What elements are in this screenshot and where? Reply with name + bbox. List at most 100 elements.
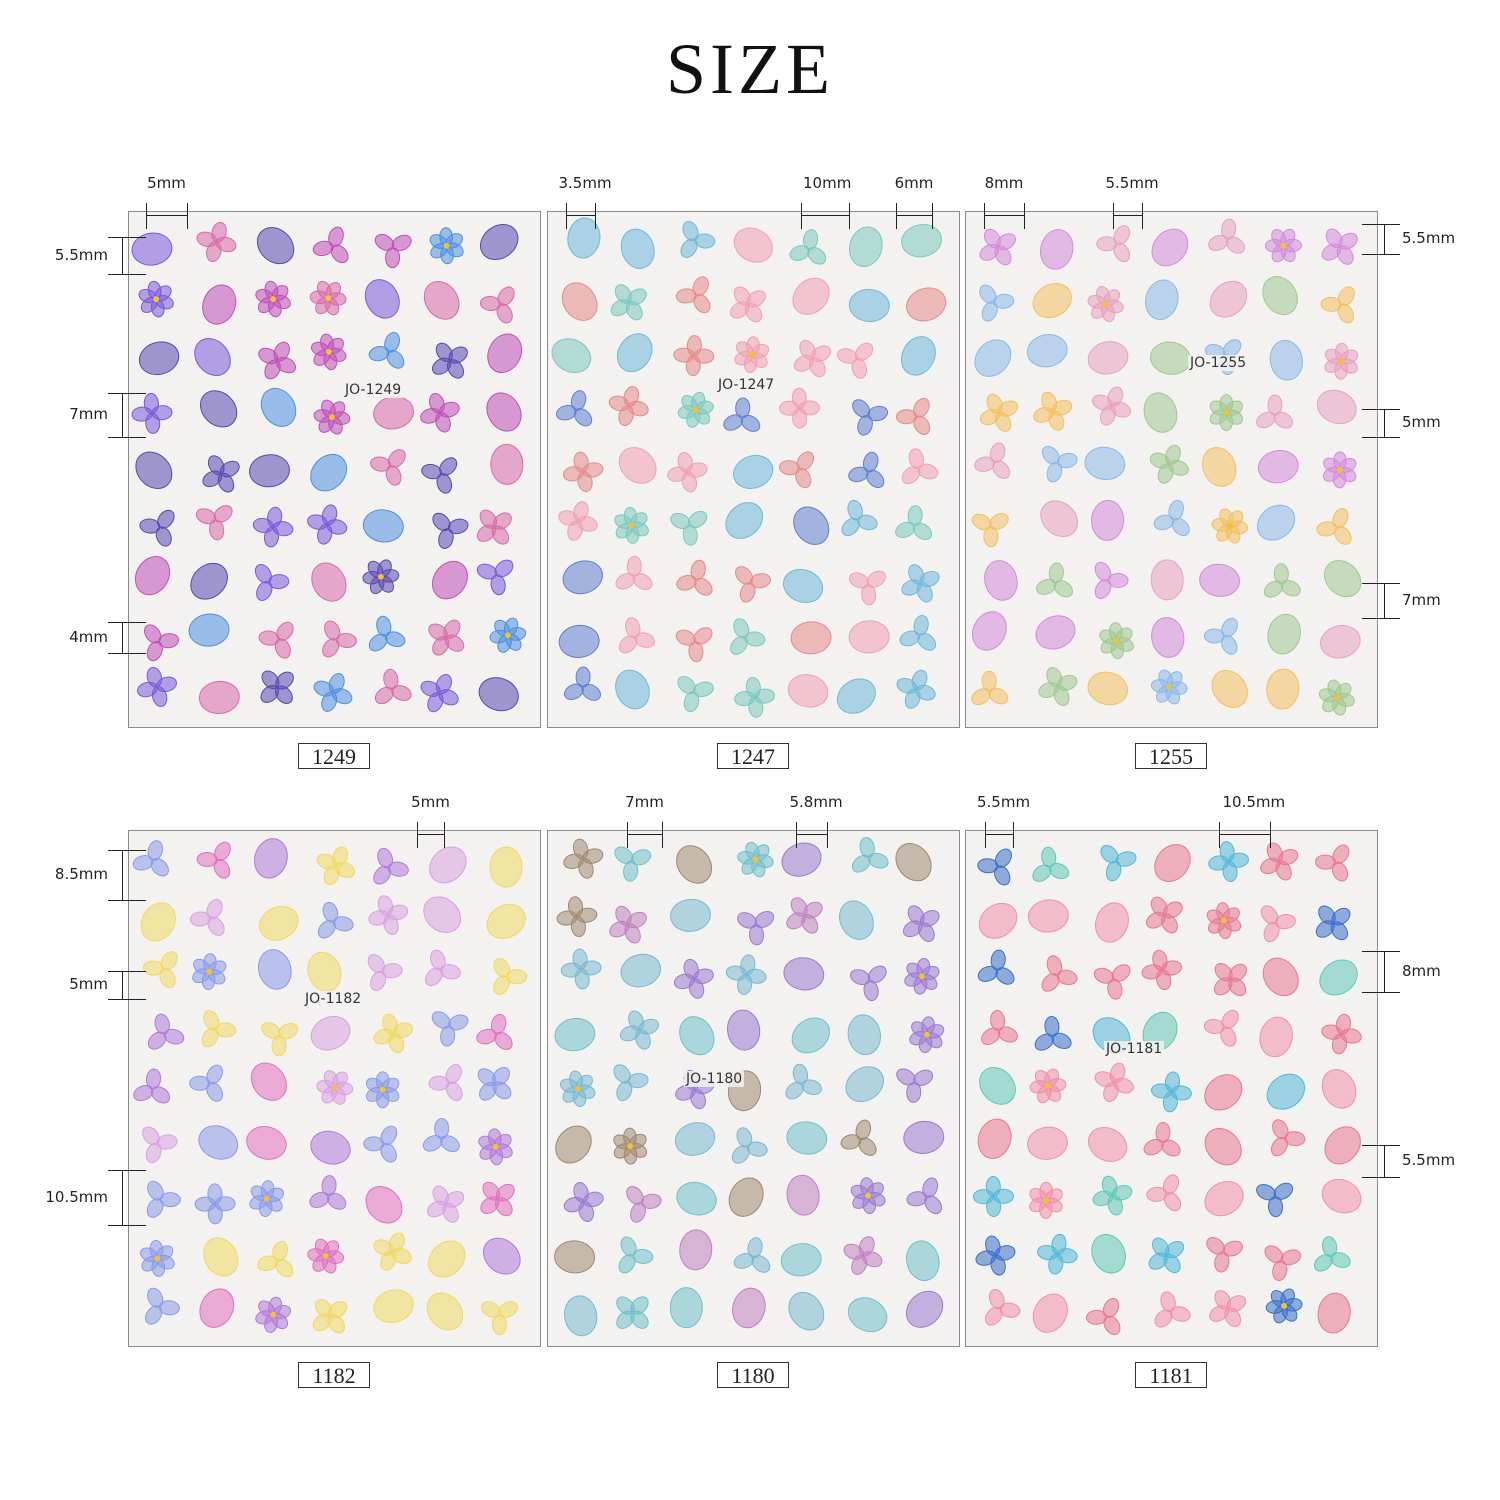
sticker [895, 843, 932, 882]
sticker [1146, 1174, 1182, 1212]
sticker [669, 1287, 703, 1329]
dimension-label: 5.5mm [1105, 174, 1159, 192]
dimension-line [566, 203, 567, 229]
sticker [901, 448, 939, 485]
sticker [1032, 1293, 1068, 1333]
sticker [562, 451, 604, 493]
sticker [614, 506, 649, 544]
sticker [313, 673, 353, 712]
sticker [1035, 615, 1076, 650]
sticker [841, 499, 878, 537]
sticker [145, 1287, 180, 1325]
sticker [1029, 1181, 1063, 1219]
sticker [428, 1064, 463, 1102]
sheet-label-1247: 1247 [717, 743, 789, 769]
sticker [1027, 899, 1069, 933]
sticker [428, 1240, 466, 1278]
dimension-line [1270, 822, 1271, 848]
sticker [1154, 1291, 1191, 1328]
sticker [733, 1237, 771, 1273]
sticker [1211, 669, 1248, 708]
sticker [142, 1126, 178, 1164]
sticker [733, 227, 774, 263]
dimension-line [122, 237, 123, 274]
sticker-sheet-1255: JO-1255 [965, 211, 1378, 728]
sticker [373, 396, 414, 430]
sticker [373, 1013, 413, 1054]
sticker [554, 1240, 596, 1274]
sticker [1203, 1009, 1239, 1047]
sticker [1209, 1290, 1247, 1328]
sticker [373, 1232, 412, 1271]
sticker [729, 286, 766, 323]
sticker [971, 670, 1009, 706]
sticker [1041, 955, 1078, 992]
sticker [255, 280, 291, 318]
dimension-line [796, 822, 797, 848]
sticker [1324, 342, 1359, 380]
dimension-line [1362, 409, 1400, 410]
dimension-line [662, 822, 663, 848]
sticker [725, 502, 764, 539]
sticker [1260, 842, 1299, 881]
dimension-label: 5.5mm [54, 245, 108, 264]
sticker [1264, 228, 1302, 263]
sticker [675, 627, 713, 663]
sticker [1204, 1074, 1243, 1111]
sticker [975, 1235, 1016, 1276]
sticker [977, 949, 1015, 985]
dimension-line [108, 1225, 146, 1226]
dimension-line [984, 215, 1024, 216]
dimension-line [985, 822, 986, 848]
sticker [1209, 394, 1244, 432]
sticker [194, 338, 231, 376]
sticker [793, 506, 830, 545]
dimension-line [985, 834, 1013, 835]
dimension-line [417, 834, 444, 835]
dimension-line [1384, 224, 1385, 254]
sticker [146, 1180, 181, 1218]
sticker [368, 615, 406, 652]
sticker [1206, 902, 1242, 939]
dimension-line [827, 822, 828, 848]
dimension-line [1113, 215, 1142, 216]
sticker [202, 455, 240, 493]
sticker [188, 613, 230, 647]
sticker [1321, 228, 1358, 265]
sticker [476, 1013, 513, 1050]
dimension-line [108, 437, 146, 438]
sticker [261, 1022, 299, 1057]
sticker [1313, 1236, 1351, 1272]
sheet-label-1181: 1181 [1135, 1362, 1207, 1388]
sticker [555, 1125, 592, 1164]
sticker [486, 392, 522, 432]
dimension-label: 8mm [1402, 961, 1441, 980]
sticker [1324, 1126, 1361, 1165]
sticker [1099, 622, 1134, 660]
sticker [906, 1177, 943, 1215]
dimension-line [1362, 254, 1400, 255]
sticker [1087, 341, 1129, 375]
sticker [137, 666, 177, 707]
sticker [895, 505, 933, 540]
sticker [138, 341, 180, 376]
dimension-label: 7mm [69, 405, 108, 423]
sheet-code: JO-1249 [343, 382, 404, 398]
sticker [734, 336, 770, 374]
sticker [974, 339, 1012, 377]
sticker [1145, 896, 1183, 934]
sticker [489, 617, 527, 653]
sticker [1256, 394, 1294, 429]
sticker [1270, 1119, 1306, 1157]
sticker [731, 1127, 768, 1164]
sticker [979, 393, 1019, 432]
sticker [487, 333, 523, 374]
sticker [1321, 1069, 1357, 1109]
sticker [1204, 1181, 1244, 1217]
sticker [781, 842, 822, 877]
dimension-line [108, 1170, 146, 1171]
sticker [312, 226, 349, 264]
sticker [734, 676, 775, 718]
sticker [786, 1121, 828, 1155]
sticker [310, 453, 348, 492]
